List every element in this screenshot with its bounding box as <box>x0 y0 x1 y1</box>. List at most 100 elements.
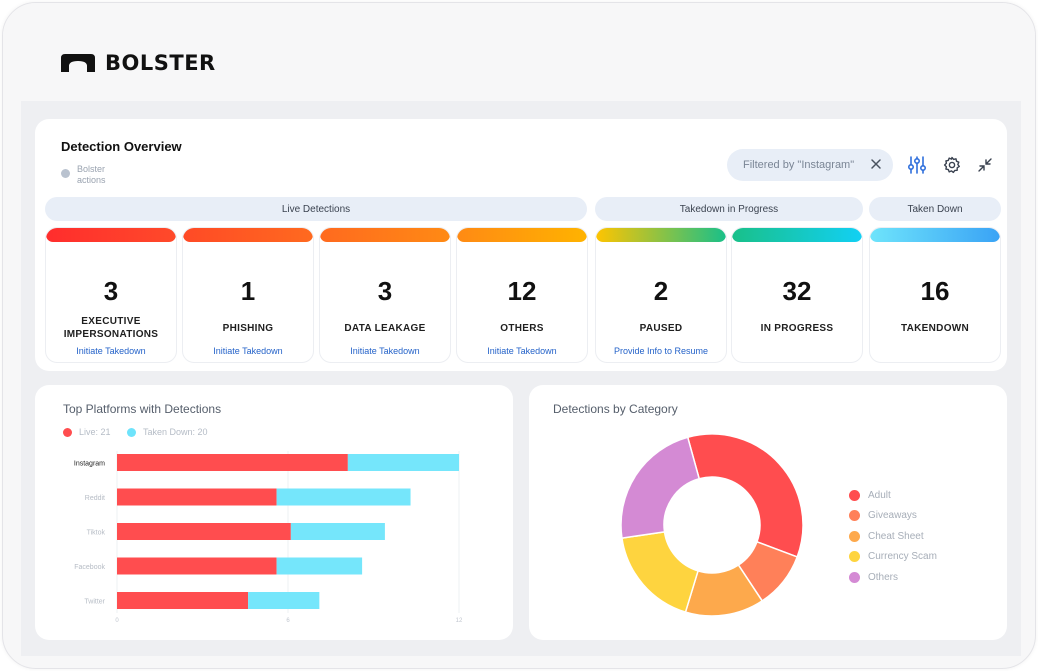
bar-segment[interactable] <box>117 488 277 506</box>
y-category-label: Reddit <box>85 495 105 502</box>
card-count: 16 <box>920 276 950 306</box>
card-paused[interactable]: 2 PAUSED Provide Info to Resume <box>595 227 727 363</box>
card-label: PHISHING <box>222 322 274 334</box>
panel-title: Top Platforms with Detections <box>63 402 222 416</box>
card-count: 12 <box>507 276 537 306</box>
card-label: DATA LEAKAGE <box>344 322 426 334</box>
card-label: TAKENDOWN <box>900 322 970 334</box>
donut-slice[interactable] <box>620 436 701 539</box>
y-category-label: Facebook <box>74 564 105 571</box>
top-bar: BOLSTER <box>3 3 1035 101</box>
collapse-icon[interactable] <box>975 155 995 175</box>
card-phishing[interactable]: 1 PHISHING Initiate Takedown <box>182 227 314 363</box>
card-color-bar <box>596 228 726 242</box>
card-others[interactable]: 12 OTHERS Initiate Takedown <box>456 227 588 363</box>
bar-segment[interactable] <box>347 454 459 471</box>
card-count: 1 <box>240 276 256 306</box>
y-category-label: Instagram <box>74 461 105 468</box>
card-takendown[interactable]: 16 TAKENDOWN <box>869 227 1001 363</box>
detection-overview-panel: Detection Overview Bolster actions Filte… <box>35 119 1007 371</box>
group-taken-down: Taken Down <box>869 197 1001 221</box>
initiate-takedown-link[interactable]: Initiate Takedown <box>487 346 557 356</box>
donut-slice[interactable] <box>621 531 699 613</box>
card-data-leakage[interactable]: 3 DATA LEAKAGE Initiate Takedown <box>319 227 451 363</box>
legend-swatch <box>63 427 72 437</box>
provide-info-link[interactable]: Provide Info to Resume <box>613 346 709 356</box>
card-label: PAUSED <box>639 322 683 334</box>
legend-swatch <box>849 571 860 583</box>
card-color-bar <box>732 228 862 242</box>
filter-sliders-icon[interactable] <box>907 155 927 175</box>
category-legend: Adult Giveaways Cheat Sheet Currency Scam Ot… <box>849 485 937 588</box>
close-icon[interactable] <box>869 157 883 171</box>
group-label: Takedown in Progress <box>679 203 779 215</box>
legend-taken-down[interactable]: Taken Down: 20 <box>127 427 208 437</box>
legend-label: Giveaways <box>868 510 917 522</box>
bar-segment[interactable] <box>117 523 291 540</box>
filter-text: Filtered by "Instagram" <box>743 159 855 171</box>
legend-swatch <box>127 427 136 437</box>
top-platforms-panel: Top Platforms with Detections Live: 21 T… <box>35 385 513 640</box>
legend-label: Others <box>868 571 899 583</box>
card-executive-impersonations[interactable]: 3 EXECUTIVE IMPERSONATIONS Initiate Take… <box>45 227 177 363</box>
card-count: 3 <box>103 276 119 306</box>
card-color-bar <box>457 228 587 242</box>
dashboard-content: Detection Overview Bolster actions Filte… <box>21 101 1021 656</box>
platforms-bar-chart: 0 6 12 Instagram Reddit Tiktok Facebook Twitter <box>74 451 463 624</box>
legend-item[interactable]: Adult <box>849 485 937 506</box>
legend-item[interactable]: Others <box>849 567 937 588</box>
legend-swatch <box>849 510 860 522</box>
card-count: 2 <box>653 276 669 306</box>
legend-swatch <box>849 551 860 563</box>
bar-segment[interactable] <box>276 488 411 506</box>
y-category-label: Tiktok <box>87 530 106 537</box>
group-takedown-in-progress: Takedown in Progress <box>595 197 863 221</box>
bar-segment[interactable] <box>248 592 320 609</box>
group-label: Live Detections <box>281 203 351 215</box>
initiate-takedown-link[interactable]: Initiate Takedown <box>76 346 146 356</box>
panel-title: Detection Overview <box>61 139 182 154</box>
legend-item[interactable]: Giveaways <box>849 506 937 527</box>
brand-logo[interactable]: BOLSTER <box>61 51 216 75</box>
legend-label: Currency Scam <box>868 551 937 563</box>
panel-title: Detections by Category <box>553 402 678 416</box>
legend-label: Cheat Sheet <box>868 530 924 542</box>
category-donut-chart <box>620 433 804 617</box>
card-label: IN PROGRESS <box>760 322 834 334</box>
donut-slice[interactable] <box>686 433 804 558</box>
bar-segment[interactable] <box>290 523 385 540</box>
bar-segment[interactable] <box>276 557 363 575</box>
bar-segment[interactable] <box>117 557 277 575</box>
legend-swatch <box>849 489 860 501</box>
card-color-bar <box>46 228 176 242</box>
legend-label: Adult <box>868 489 891 501</box>
legend-dot <box>61 169 70 178</box>
y-category-label: Twitter <box>84 599 105 606</box>
bolster-logo-icon <box>61 54 95 72</box>
initiate-takedown-link[interactable]: Initiate Takedown <box>213 346 283 356</box>
legend-label: Taken Down: 20 <box>143 427 208 437</box>
card-color-bar <box>183 228 313 242</box>
brand-name: BOLSTER <box>105 51 216 75</box>
bar-segment[interactable] <box>117 454 348 471</box>
x-tick-label: 6 <box>286 618 290 624</box>
card-label: OTHERS <box>500 322 544 334</box>
gear-icon[interactable] <box>942 155 962 175</box>
x-tick-label: 12 <box>456 618 463 624</box>
card-color-bar <box>870 228 1000 242</box>
legend-item[interactable]: Cheat Sheet <box>849 526 937 547</box>
detections-by-category-panel: Detections by Category Adult Giveaways Che… <box>529 385 1007 640</box>
card-count: 3 <box>377 276 393 306</box>
legend-item[interactable]: Currency Scam <box>849 547 937 568</box>
group-label: Taken Down <box>907 203 963 215</box>
legend-label: Live: 21 <box>79 427 111 437</box>
legend-live[interactable]: Live: 21 <box>63 427 111 437</box>
card-count: 32 <box>782 276 812 306</box>
card-in-progress[interactable]: 32 IN PROGRESS <box>731 227 863 363</box>
filter-chip[interactable]: Filtered by "Instagram" <box>727 149 893 181</box>
group-live-detections: Live Detections <box>45 197 587 221</box>
initiate-takedown-link[interactable]: Initiate Takedown <box>350 346 420 356</box>
legend-swatch <box>849 530 860 542</box>
bar-segment[interactable] <box>117 592 249 609</box>
